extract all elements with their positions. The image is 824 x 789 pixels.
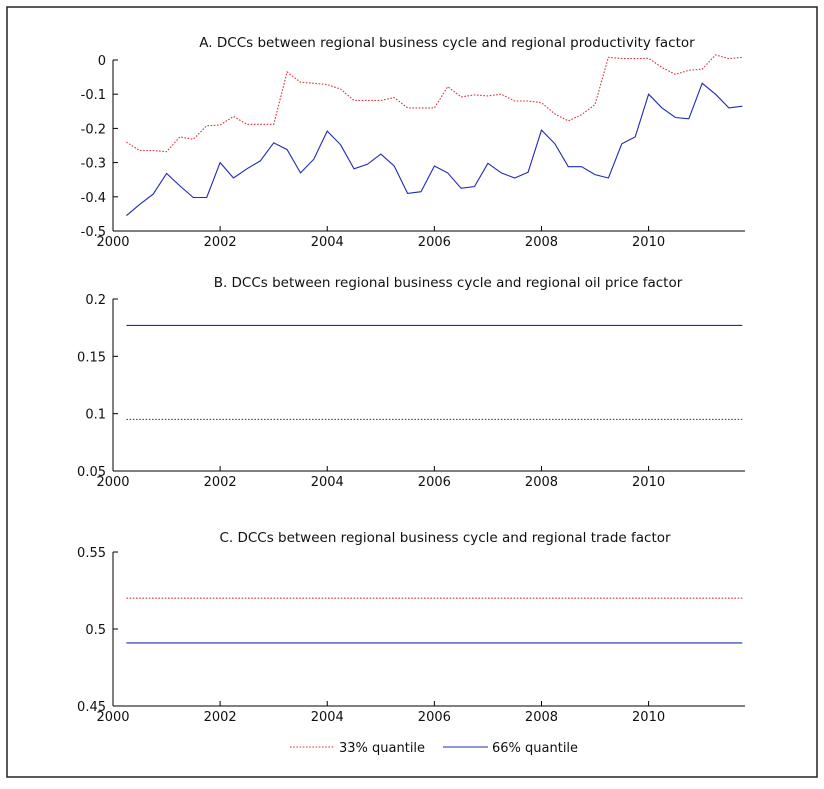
panel-b-y-tick-label: 0.15	[77, 350, 106, 365]
panel-a-title: A. DCCs between regional business cycle …	[199, 35, 695, 51]
panel-a-y-tick-label: -0.2	[81, 122, 106, 137]
panel-a-y-tick-label: 0	[98, 54, 106, 69]
panel-b-x-tick-label: 2000	[96, 475, 129, 490]
panel-a-series-66-line	[126, 82, 743, 217]
panel-b-x-tick-label: 2006	[418, 475, 451, 490]
panel-b-y-tick-label: 0.05	[77, 465, 106, 480]
panel-a-series-33-line	[126, 54, 743, 153]
panel-a-y-tick-label: -0.5	[81, 225, 106, 240]
panel-b-x-tick-label: 2004	[311, 475, 344, 490]
panel-b: B. DCCs between regional business cycle …	[77, 275, 745, 490]
panel-a-y-tick-label: -0.4	[81, 191, 106, 206]
panel-a-y-tick-label: -0.1	[81, 88, 106, 103]
panel-b-y-tick-label: 0.1	[85, 408, 106, 423]
panel-c: C. DCCs between regional business cycle …	[77, 530, 745, 725]
figure-frame	[6, 6, 818, 778]
legend-label-33: 33% quantile	[339, 741, 425, 756]
panel-c-title: C. DCCs between regional business cycle …	[219, 530, 671, 546]
legend-label-66: 66% quantile	[492, 741, 578, 756]
legend: 33% quantile 66% quantile	[290, 741, 578, 756]
panel-b-x-tick-label: 2010	[632, 475, 665, 490]
panel-c-x-tick-label: 2004	[311, 710, 344, 725]
panel-c-x-tick-label: 2008	[525, 710, 558, 725]
panel-c-x-tick-label: 2010	[632, 710, 665, 725]
panel-c-x-tick-label: 2000	[96, 710, 129, 725]
panel-b-y-tick-label: 0.2	[85, 293, 106, 308]
panel-a-x-tick-label: 2002	[204, 235, 237, 250]
panel-c-x-tick-label: 2002	[204, 710, 237, 725]
panel-a-y-tick-label: -0.3	[81, 157, 106, 172]
panel-a-x-tick-label: 2008	[525, 235, 558, 250]
panel-c-y-tick-label: 0.5	[85, 623, 106, 638]
panel-c-y-tick-label: 0.55	[77, 546, 106, 561]
panel-b-title: B. DCCs between regional business cycle …	[214, 275, 683, 291]
panel-a-x-tick-label: 2010	[632, 235, 665, 250]
panel-c-y-tick-label: 0.45	[77, 700, 106, 715]
panel-a-x-tick-label: 2000	[96, 235, 129, 250]
panel-a-x-tick-label: 2006	[418, 235, 451, 250]
panel-b-x-tick-label: 2002	[204, 475, 237, 490]
panel-c-x-tick-label: 2006	[418, 710, 451, 725]
panel-a: A. DCCs between regional business cycle …	[81, 35, 745, 250]
panel-b-x-tick-label: 2008	[525, 475, 558, 490]
panel-a-x-tick-label: 2004	[311, 235, 344, 250]
